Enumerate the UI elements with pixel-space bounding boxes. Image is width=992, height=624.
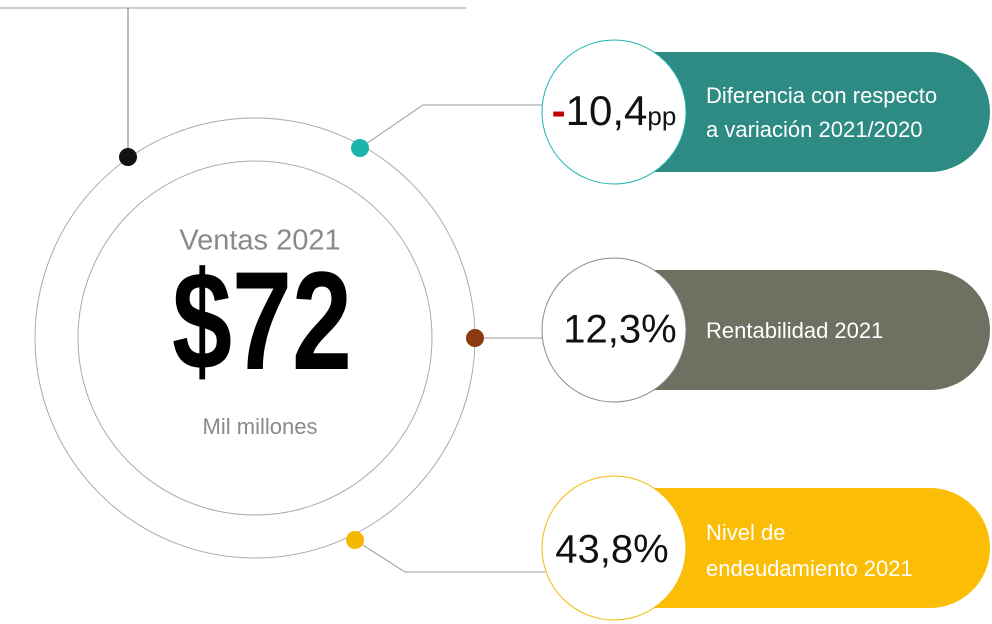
value: 12,3% bbox=[563, 308, 676, 352]
center-value: $72 bbox=[172, 242, 352, 399]
value-circle bbox=[541, 257, 687, 403]
label: Nivel de bbox=[706, 520, 785, 545]
label: Diferencia con respecto bbox=[706, 83, 937, 108]
value-circle bbox=[541, 39, 687, 185]
label: a variación 2021/2020 bbox=[706, 117, 923, 142]
pill bbox=[600, 270, 990, 390]
sign: - bbox=[552, 87, 566, 134]
inner-ring bbox=[77, 160, 433, 516]
dot bbox=[119, 148, 137, 166]
center-unit: Mil millones bbox=[203, 414, 318, 439]
dot bbox=[346, 531, 364, 549]
value: -10,4pp bbox=[552, 87, 677, 134]
label: Rentabilidad 2021 bbox=[706, 318, 883, 343]
dot bbox=[351, 139, 369, 157]
value-circle bbox=[541, 475, 687, 621]
number: 10,4 bbox=[566, 87, 648, 134]
pill bbox=[600, 488, 990, 608]
connector bbox=[359, 104, 545, 149]
connector bbox=[354, 539, 545, 573]
unit: pp bbox=[647, 101, 676, 131]
label: endeudamiento 2021 bbox=[706, 556, 913, 581]
center-title: Ventas 2021 bbox=[179, 225, 340, 257]
value: 43,8% bbox=[555, 528, 668, 572]
dot bbox=[466, 329, 484, 347]
pill bbox=[600, 52, 990, 172]
